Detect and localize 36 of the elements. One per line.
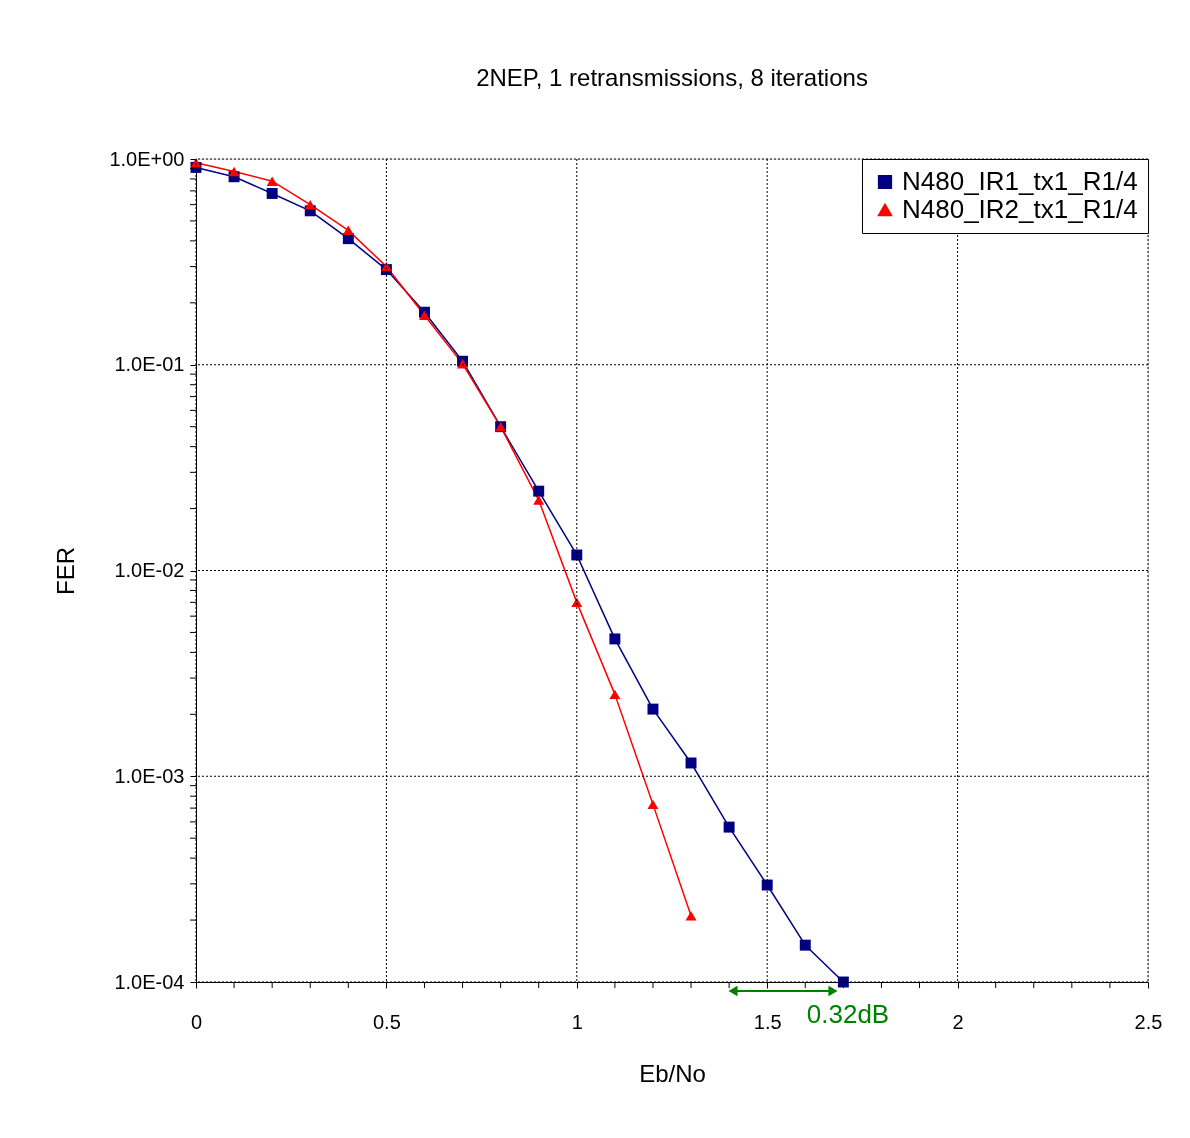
point (304, 199, 316, 210)
chart-title: 2NEP, 1 retransmissions, 8 iterations (476, 64, 868, 91)
point (647, 703, 659, 715)
y-axis-title: FER (52, 547, 80, 595)
x-tick-label: 2 (952, 1010, 964, 1033)
point (266, 176, 278, 186)
y-tick-label: 1.0E+00 (109, 147, 185, 170)
point (533, 495, 545, 505)
x-axis-title: Eb/No (639, 1059, 706, 1087)
point (647, 799, 659, 810)
point (799, 939, 811, 951)
point (609, 689, 621, 700)
point (533, 485, 545, 497)
point (571, 549, 583, 561)
x-tick-label: 1 (571, 1010, 583, 1033)
x-tick-label: 0.5 (372, 1010, 401, 1033)
point (723, 821, 735, 833)
point (609, 633, 621, 645)
point (685, 757, 697, 769)
point (685, 910, 697, 921)
y-tick-label: 1.0E-04 (114, 970, 185, 993)
legend-label: N480_IR2_tx1_R1/4 (902, 194, 1138, 224)
x-tick-label: 1.5 (753, 1010, 782, 1033)
point (419, 310, 430, 320)
y-tick-label: 1.0E-02 (114, 559, 185, 581)
x-tick-label: 2.5 (1134, 1010, 1163, 1033)
point (457, 359, 469, 369)
legend-label: N480_IR1_tx1_R1/4 (902, 166, 1138, 196)
point (342, 225, 354, 236)
x-tick-label: 0 (190, 1010, 203, 1033)
y-tick-label: 1.0E-03 (114, 764, 185, 787)
point (761, 879, 773, 891)
y-tick-label: 1.0E-01 (114, 353, 185, 376)
point (266, 187, 278, 199)
point (228, 166, 240, 177)
text: 0.32dB (806, 999, 890, 1029)
